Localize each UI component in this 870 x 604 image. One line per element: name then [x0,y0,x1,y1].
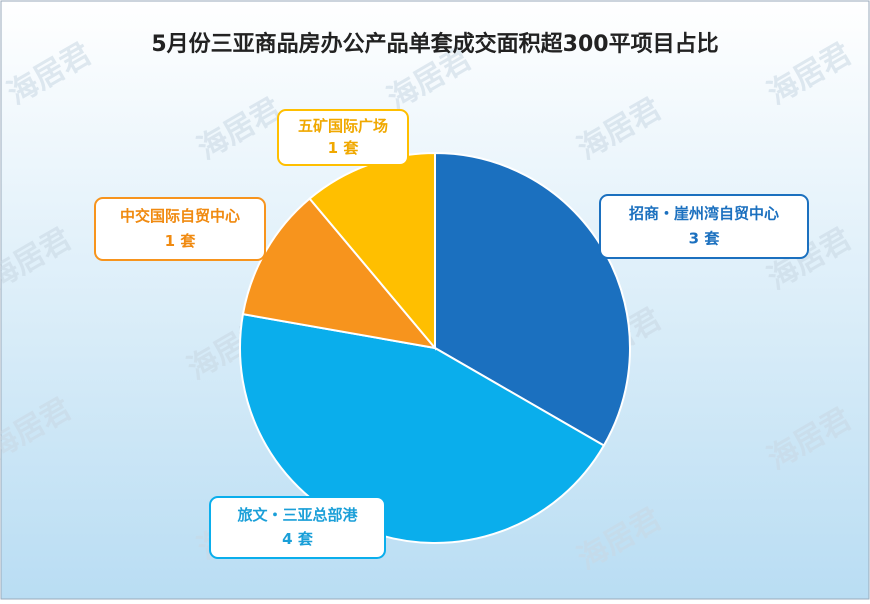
value-label: 4 套 [282,530,314,548]
value-label: 1 套 [165,232,197,250]
value-label: 1 套 [328,139,360,157]
label-box [94,197,266,261]
category-label: 中交国际自贸中心 [120,207,240,225]
chart-title: 5月份三亚商品房办公产品单套成交面积超300平项目占比 [151,31,718,57]
category-label: 招商・崖州湾自贸中心 [629,204,779,222]
label-box [599,194,809,259]
value-label: 3 套 [689,230,721,248]
label-box [209,496,386,559]
category-label: 旅文・三亚总部港 [237,506,358,524]
category-label: 五矿国际广场 [298,117,388,135]
pie-slice [241,197,438,350]
label-box [277,109,409,166]
